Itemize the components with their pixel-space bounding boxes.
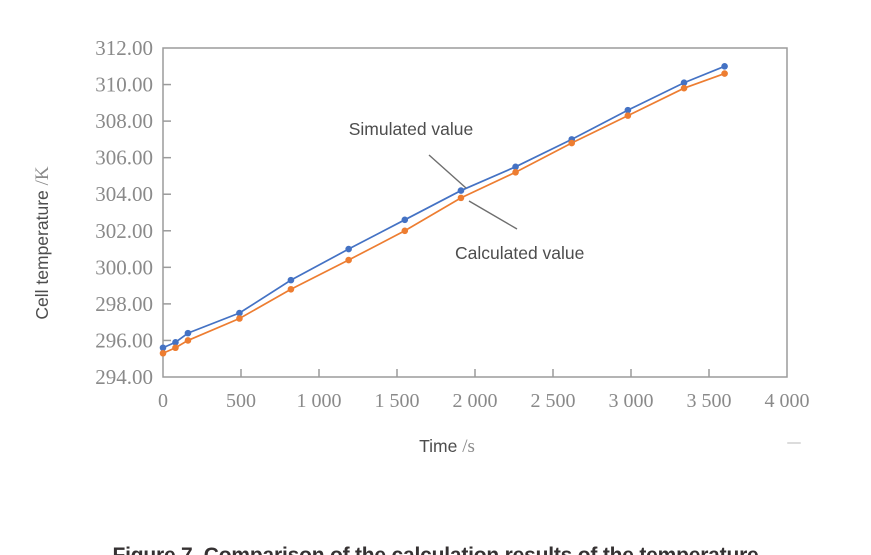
data-point-simulated	[401, 216, 409, 224]
x-tick-label: 0	[158, 390, 168, 412]
data-point-calculated	[624, 112, 632, 119]
caption-line-1: Figure 7 Comparison of the calculation r…	[0, 539, 871, 555]
x-tick-label: 1 000	[297, 390, 342, 412]
y-tick-label: 312.00	[95, 36, 153, 60]
data-point-calculated	[680, 84, 688, 92]
x-tick-label: 500	[226, 390, 256, 412]
data-point-simulated	[624, 106, 632, 114]
data-point-simulated	[512, 163, 519, 171]
x-tick-label: 3 500	[687, 390, 732, 412]
x-tick-label: 1 500	[375, 390, 420, 412]
y-tick-label: 302.00	[95, 219, 153, 243]
data-point-calculated	[172, 344, 179, 352]
annotation-label-1: Calculated value	[455, 243, 584, 263]
figure-caption: Figure 7 Comparison of the calculation r…	[0, 471, 871, 555]
data-point-simulated	[345, 245, 352, 253]
data-point-simulated	[680, 79, 688, 87]
data-point-calculated	[401, 227, 409, 235]
artifact-mark	[787, 442, 801, 444]
data-point-calculated	[159, 349, 167, 357]
plot-border	[162, 47, 788, 378]
x-tick-label: 3 000	[609, 390, 654, 412]
y-tick-label: 310.00	[95, 73, 153, 97]
annotation-leader-1	[468, 200, 518, 230]
data-point-calculated	[345, 256, 352, 264]
y-tick-label: 300.00	[95, 255, 153, 279]
x-tick-label: 2 500	[531, 390, 576, 412]
data-point-calculated	[457, 194, 465, 202]
data-point-calculated	[512, 168, 519, 176]
data-point-simulated	[457, 187, 465, 194]
data-point-simulated	[287, 276, 295, 284]
y-tick-label: 308.00	[95, 109, 153, 133]
data-point-simulated	[236, 309, 243, 317]
x-axis-title: Time /s	[419, 436, 475, 457]
data-point-simulated	[184, 329, 192, 337]
series-line-calculated	[162, 72, 725, 355]
data-point-calculated	[721, 70, 728, 77]
data-point-simulated	[159, 344, 167, 352]
data-point-calculated	[184, 337, 192, 344]
annotation-label-0: Simulated value	[349, 119, 474, 139]
data-point-calculated	[236, 315, 243, 322]
data-point-calculated	[568, 139, 576, 147]
y-tick-label: 298.00	[95, 292, 153, 316]
data-point-simulated	[721, 62, 728, 70]
y-tick-label: 294.00	[95, 365, 153, 389]
y-axis-title: Cell temperature /K	[32, 166, 53, 320]
y-tick-label: 306.00	[95, 146, 153, 170]
y-tick-label: 296.00	[95, 328, 153, 352]
annotation-leader-0	[428, 154, 467, 189]
data-point-simulated	[172, 338, 179, 346]
x-tick-label: 2 000	[453, 390, 498, 412]
x-tick-label: 4 000	[765, 390, 810, 412]
data-point-calculated	[287, 285, 295, 293]
y-tick-label: 304.00	[95, 182, 153, 206]
temperature-chart: 0 500 1 000 1 500 2 000 2 500 3 000 3 500 4 000 2…	[32, 36, 810, 457]
